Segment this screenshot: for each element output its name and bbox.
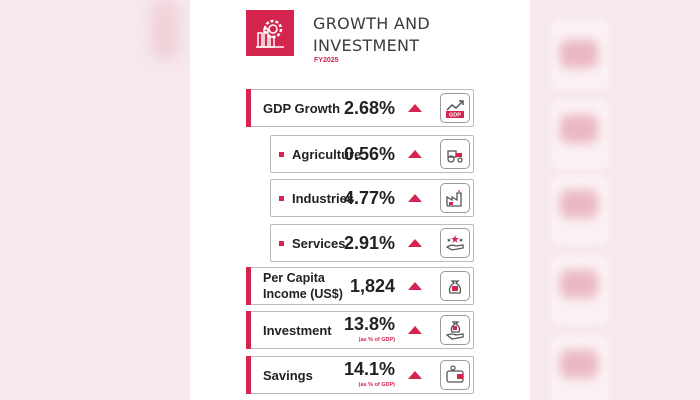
stat-label-wrap: Agriculture [279,136,361,172]
up-arrow-icon [408,104,422,112]
stat-label-wrap: Per Capita Income (US$) [263,268,343,304]
money-bag-hand-icon [440,315,470,345]
wallet-icon [440,360,470,390]
background-blur-left [0,0,190,400]
stat-label-line2: Income (US$) [263,287,343,301]
background-blur-right [530,0,700,400]
money-bag-icon [440,271,470,301]
stat-row-services: Services 2.91% [270,224,474,262]
stat-label: Savings [263,367,313,383]
gdp-icon-text: GDP [449,113,461,119]
up-arrow-icon [408,150,422,158]
stat-label-line1: Per Capita [263,271,325,285]
infographic-panel: GROWTH AND INVESTMENT FY2025 GDP Growth … [190,0,530,400]
bullet-icon [279,195,284,201]
up-arrow-icon [408,282,422,290]
stat-label: Investment [263,322,332,338]
stat-value: 0.56% [343,144,395,164]
gdp-chart-icon: GDP [440,93,470,123]
factory-icon [440,183,470,213]
stat-row-gdp-growth: GDP Growth 2.68% GDP [246,89,474,127]
stat-label-wrap: Industries [279,180,354,216]
stat-label-wrap: Services [279,225,346,261]
stat-label: Industries [292,190,355,206]
page-subtitle: FY2025 [314,57,339,64]
stat-label: Agriculture [292,146,362,162]
accent-bar [246,267,251,305]
stat-value: 4.77% [343,188,395,208]
stat-value: 2.91% [343,233,395,253]
stat-note: (as % of GDP) [358,382,395,388]
stat-row-agriculture: Agriculture 0.56% [270,135,474,173]
accent-bar [246,356,251,394]
stat-value: 2.68% [343,98,395,118]
stat-row-per-capita-income: Per Capita Income (US$) 1,824 [246,267,474,305]
stat-row-investment: Investment 13.8% (as % of GDP) [246,311,474,349]
accent-bar [246,311,251,349]
up-arrow-icon [408,239,422,247]
up-arrow-icon [408,194,422,202]
bullet-icon [279,240,284,246]
stat-value: 1,824 [349,276,395,296]
hand-stars-icon [440,228,470,258]
stat-row-savings: Savings 14.1% (as % of GDP) [246,356,474,394]
accent-bar [246,89,251,127]
stat-note: (as % of GDP) [358,337,395,343]
stat-value: 14.1% [343,359,395,379]
stat-value: 13.8% [343,314,395,334]
factory-gear-icon [246,10,294,56]
stat-row-industries: Industries 4.77% [270,179,474,217]
stat-label: GDP Growth [263,100,341,116]
stat-label: Services [292,235,346,251]
tractor-icon [440,139,470,169]
bullet-icon [279,151,284,157]
up-arrow-icon [408,326,422,334]
up-arrow-icon [408,371,422,379]
page-title: GROWTH AND INVESTMENT [313,14,431,55]
